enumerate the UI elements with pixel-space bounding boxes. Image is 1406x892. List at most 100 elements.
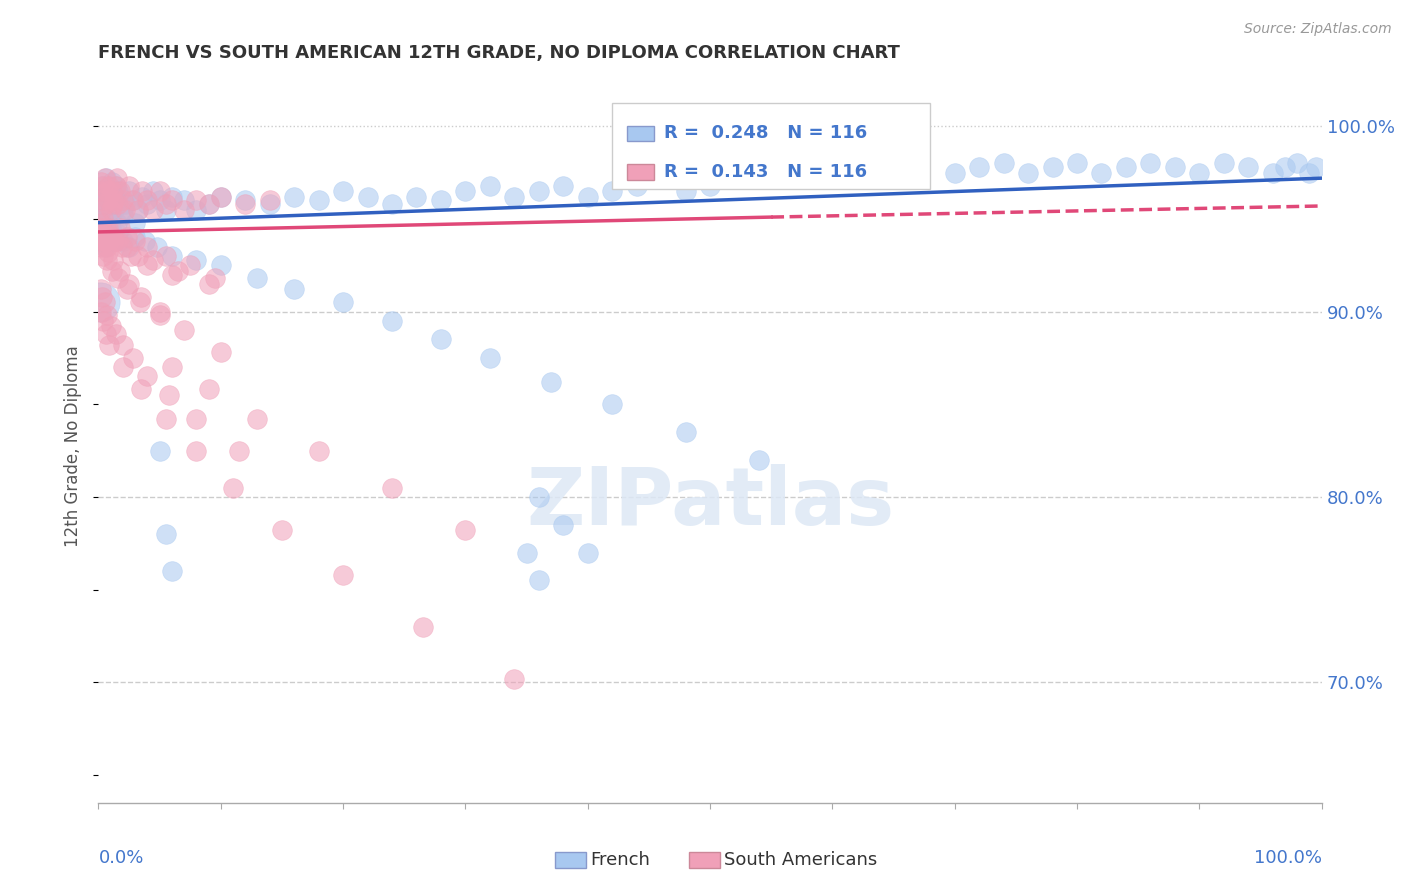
Point [993,156,1015,170]
Point [96,309,118,323]
Point [93,202,115,217]
Point [553,178,575,193]
Point [124,216,146,230]
Point [1274,160,1296,174]
Point [515,545,537,559]
Point [883,156,905,170]
Point [142,252,165,267]
Point [197,277,219,291]
Point [209,190,232,204]
Point [100,221,122,235]
Point [121,351,143,365]
Point [748,453,770,467]
Text: R =  0.248   N = 116: R = 0.248 N = 116 [664,125,866,143]
Point [155,412,177,426]
Point [103,194,125,208]
Point [101,230,124,244]
Point [129,290,152,304]
Point [104,178,127,193]
Point [111,208,134,222]
Point [136,197,159,211]
Point [430,194,453,208]
Point [91,216,114,230]
Point [1305,160,1327,174]
Point [121,194,143,208]
Point [412,620,434,634]
Point [114,197,136,211]
Point [821,160,844,174]
Point [96,184,118,198]
Point [699,178,721,193]
Point [179,258,201,272]
Point [149,304,172,318]
Point [600,184,623,198]
Point [1237,160,1260,174]
Point [1188,166,1211,180]
Bar [627,164,654,180]
Point [1298,166,1320,180]
Point [259,197,281,211]
Point [91,227,114,241]
Point [160,249,183,263]
Point [96,252,118,267]
Point [283,282,305,296]
Point [101,230,124,244]
Point [1090,166,1112,180]
Point [186,252,208,267]
Point [186,194,208,208]
Point [93,171,115,186]
Point [91,178,114,193]
Point [105,194,128,208]
Point [381,314,404,328]
Point [136,369,159,384]
Point [131,190,153,204]
Point [454,524,477,538]
Point [540,375,562,389]
Point [110,184,132,198]
Point [107,271,129,285]
Point [197,197,219,211]
Point [91,234,114,248]
Point [146,240,169,254]
Point [576,190,599,204]
Text: 0.0%: 0.0% [98,849,143,867]
Point [93,197,115,211]
Point [90,208,112,222]
Point [650,171,672,186]
Point [91,290,114,304]
Point [98,230,121,244]
Point [101,264,124,278]
Point [97,245,120,260]
Point [90,202,112,217]
Point [381,197,404,211]
Text: 100.0%: 100.0% [1254,849,1322,867]
Point [136,258,159,272]
Point [1261,166,1284,180]
Point [91,178,114,193]
Point [155,527,177,541]
Point [91,249,114,263]
Point [527,574,550,588]
Point [114,202,136,217]
Point [91,234,114,248]
Point [105,216,128,230]
Point [101,184,124,198]
Point [1042,160,1064,174]
Text: R =  0.143   N = 116: R = 0.143 N = 116 [664,163,866,181]
Point [110,221,132,235]
Point [121,194,143,208]
Point [90,184,112,198]
Point [104,234,127,248]
Point [89,184,111,198]
Point [149,309,172,323]
Point [186,412,208,426]
Point [155,249,177,263]
Point [173,194,195,208]
Point [104,326,127,341]
Point [149,443,172,458]
Point [105,171,128,186]
Point [118,184,141,198]
Point [1164,160,1187,174]
Y-axis label: 12th Grade, No Diploma: 12th Grade, No Diploma [65,345,83,547]
Point [1066,156,1088,170]
